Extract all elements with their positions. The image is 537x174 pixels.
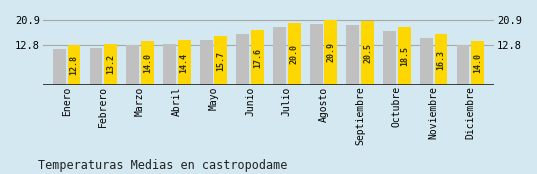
- Bar: [53, 49, 66, 85]
- Text: 20.9: 20.9: [326, 42, 336, 62]
- Text: 15.7: 15.7: [216, 50, 226, 70]
- Text: 14.0: 14.0: [143, 53, 152, 73]
- Bar: [361, 21, 374, 85]
- Bar: [324, 20, 337, 85]
- Bar: [383, 31, 396, 85]
- Bar: [68, 45, 81, 85]
- Bar: [251, 30, 264, 85]
- Bar: [178, 40, 191, 85]
- Text: 14.0: 14.0: [473, 53, 482, 73]
- Bar: [163, 44, 176, 85]
- Bar: [346, 25, 359, 85]
- Text: 20.5: 20.5: [363, 43, 372, 63]
- Text: 14.4: 14.4: [179, 53, 188, 73]
- Text: 20.0: 20.0: [289, 44, 299, 64]
- Bar: [104, 44, 117, 85]
- Bar: [310, 24, 323, 85]
- Text: 13.2: 13.2: [106, 54, 115, 74]
- Bar: [126, 45, 139, 85]
- Bar: [90, 48, 103, 85]
- Bar: [288, 23, 301, 85]
- Text: 17.6: 17.6: [253, 48, 262, 68]
- Bar: [141, 41, 154, 85]
- Text: 16.3: 16.3: [437, 50, 446, 70]
- Bar: [273, 26, 286, 85]
- Text: 18.5: 18.5: [400, 46, 409, 66]
- Bar: [200, 40, 213, 85]
- Bar: [420, 38, 433, 85]
- Bar: [471, 41, 484, 85]
- Bar: [434, 34, 447, 85]
- Bar: [214, 36, 227, 85]
- Text: Temperaturas Medias en castropodame: Temperaturas Medias en castropodame: [38, 159, 287, 172]
- Bar: [236, 34, 249, 85]
- Bar: [398, 27, 411, 85]
- Bar: [456, 45, 469, 85]
- Text: 12.8: 12.8: [69, 55, 78, 75]
